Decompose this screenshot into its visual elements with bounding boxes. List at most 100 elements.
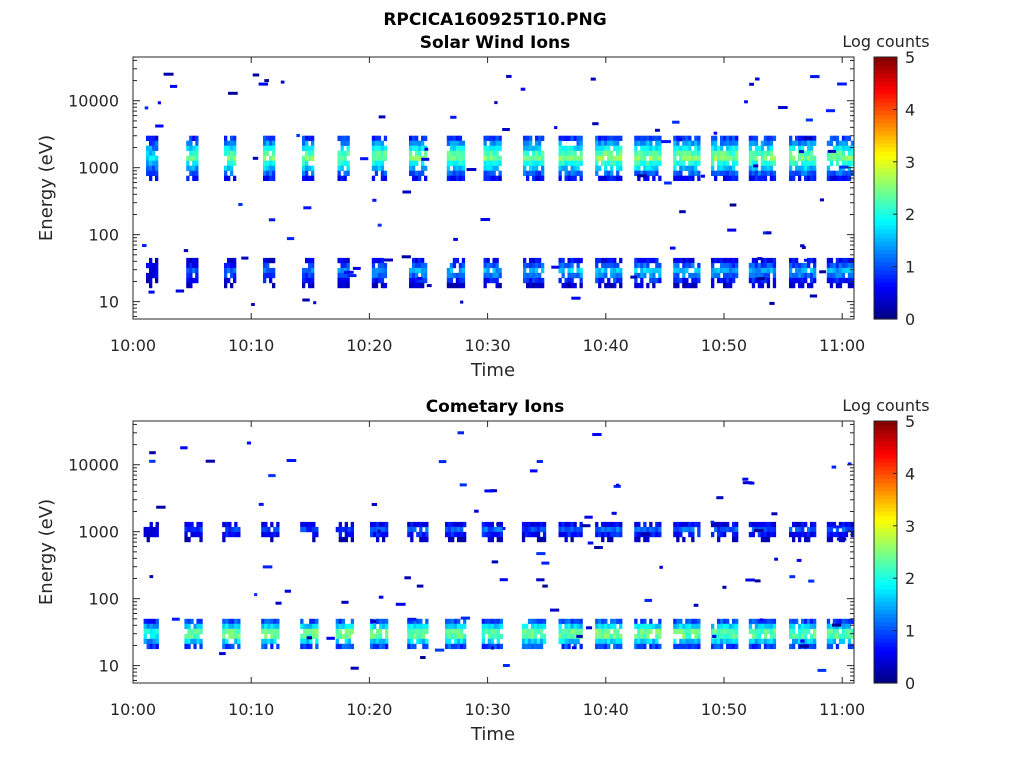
heatmap-cell xyxy=(659,565,663,569)
heatmap-cell xyxy=(266,145,270,151)
heatmap-cell xyxy=(379,638,383,645)
heatmap-cell xyxy=(748,623,753,630)
heatmap-cell xyxy=(798,165,802,171)
heatmap-cell xyxy=(315,628,319,635)
heatmap-cell xyxy=(225,643,229,650)
colorbar-segment xyxy=(874,421,897,426)
colorbar-segment xyxy=(874,138,897,144)
colorbar-segment xyxy=(874,449,897,455)
heatmap-cell xyxy=(536,618,541,625)
heatmap-cell xyxy=(595,521,599,528)
heatmap-cell xyxy=(230,165,234,171)
colorbar-segment xyxy=(874,478,897,483)
colorbar-segment xyxy=(874,580,897,586)
heatmap-cell xyxy=(789,282,793,289)
heatmap-cell xyxy=(521,633,526,640)
heatmap-cell xyxy=(634,170,638,176)
heatmap-cell xyxy=(664,181,672,185)
heatmap-cell xyxy=(538,175,542,181)
heatmap-cell xyxy=(373,531,377,538)
heatmap-cell xyxy=(263,135,267,141)
heatmap-cell xyxy=(263,257,267,264)
heatmap-cell xyxy=(492,267,496,274)
heatmap-cell xyxy=(344,531,348,538)
heatmap-cell xyxy=(163,72,174,76)
heatmap-cell xyxy=(655,643,659,650)
heatmap-cell xyxy=(483,175,487,181)
heatmap-cell xyxy=(567,175,571,181)
heatmap-cell xyxy=(748,267,753,274)
heatmap-cell xyxy=(228,618,232,625)
heatmap-cell xyxy=(634,155,638,161)
heatmap-cell xyxy=(498,155,502,161)
heatmap-cell xyxy=(308,155,312,161)
heatmap-cell xyxy=(340,145,344,151)
heatmap-cell xyxy=(228,633,232,640)
heatmap-cell xyxy=(227,150,231,156)
heatmap-cell xyxy=(838,145,843,151)
heatmap-cell xyxy=(266,140,270,146)
heatmap-cell xyxy=(766,267,771,274)
heatmap-cell xyxy=(720,145,724,151)
heatmap-cell xyxy=(149,618,153,625)
heatmap-cell xyxy=(720,638,724,645)
heatmap-cell xyxy=(810,277,814,284)
heatmap-cell xyxy=(461,277,466,284)
heatmap-cell xyxy=(263,175,267,181)
heatmap-cell xyxy=(343,175,347,181)
heatmap-cell xyxy=(379,623,383,630)
heatmap-cell xyxy=(371,503,378,506)
heatmap-cell xyxy=(539,618,544,625)
heatmap-cell xyxy=(532,155,536,161)
heatmap-cell xyxy=(152,160,156,166)
heatmap-cell xyxy=(813,160,817,166)
heatmap-cell xyxy=(637,628,641,635)
heatmap-cell xyxy=(499,536,503,543)
heatmap-cell xyxy=(813,618,817,625)
heatmap-cell xyxy=(726,272,730,279)
heatmap-cell xyxy=(655,277,659,284)
colorbar-segment xyxy=(874,515,897,520)
heatmap-cell xyxy=(567,160,571,166)
heatmap-cell xyxy=(748,272,753,279)
heatmap-cell xyxy=(343,135,347,141)
heatmap-cell xyxy=(415,277,419,284)
colorbar-segment xyxy=(874,621,897,627)
heatmap-cell xyxy=(302,282,306,289)
heatmap-cell xyxy=(754,579,761,583)
heatmap-cell xyxy=(564,633,568,640)
heatmap-cell xyxy=(697,628,701,635)
heatmap-cell xyxy=(832,531,837,538)
heatmap-cell xyxy=(564,175,568,181)
heatmap-cell xyxy=(661,140,671,144)
heatmap-cell xyxy=(839,165,849,169)
heatmap-cell xyxy=(582,524,591,528)
heatmap-cell xyxy=(841,526,846,533)
heatmap-cell xyxy=(685,165,689,171)
heatmap-cell xyxy=(571,296,581,300)
heatmap-cell xyxy=(343,160,347,166)
heatmap-cell xyxy=(757,628,762,635)
heatmap-cell xyxy=(180,446,188,450)
heatmap-cell xyxy=(850,267,855,274)
heatmap-cell xyxy=(502,128,510,131)
heatmap-cell xyxy=(261,521,265,528)
heatmap-cell xyxy=(230,282,234,289)
heatmap-cell xyxy=(419,628,423,635)
heatmap-cell xyxy=(748,155,753,161)
heatmap-cell xyxy=(340,155,344,161)
heatmap-cell xyxy=(407,633,411,640)
heatmap-cell xyxy=(538,282,542,289)
heatmap-cell xyxy=(646,175,650,181)
heatmap-cell xyxy=(421,165,425,171)
heatmap-cell xyxy=(804,633,808,640)
heatmap-cell xyxy=(152,628,156,635)
heatmap-cell xyxy=(732,267,736,274)
heatmap-cell xyxy=(801,272,805,279)
heatmap-cell xyxy=(199,521,203,528)
heatmap-cell xyxy=(714,272,718,279)
heatmap-cell xyxy=(835,531,840,538)
heatmap-cell xyxy=(682,623,686,630)
heatmap-cell xyxy=(723,526,727,533)
heatmap-cell xyxy=(267,531,271,538)
